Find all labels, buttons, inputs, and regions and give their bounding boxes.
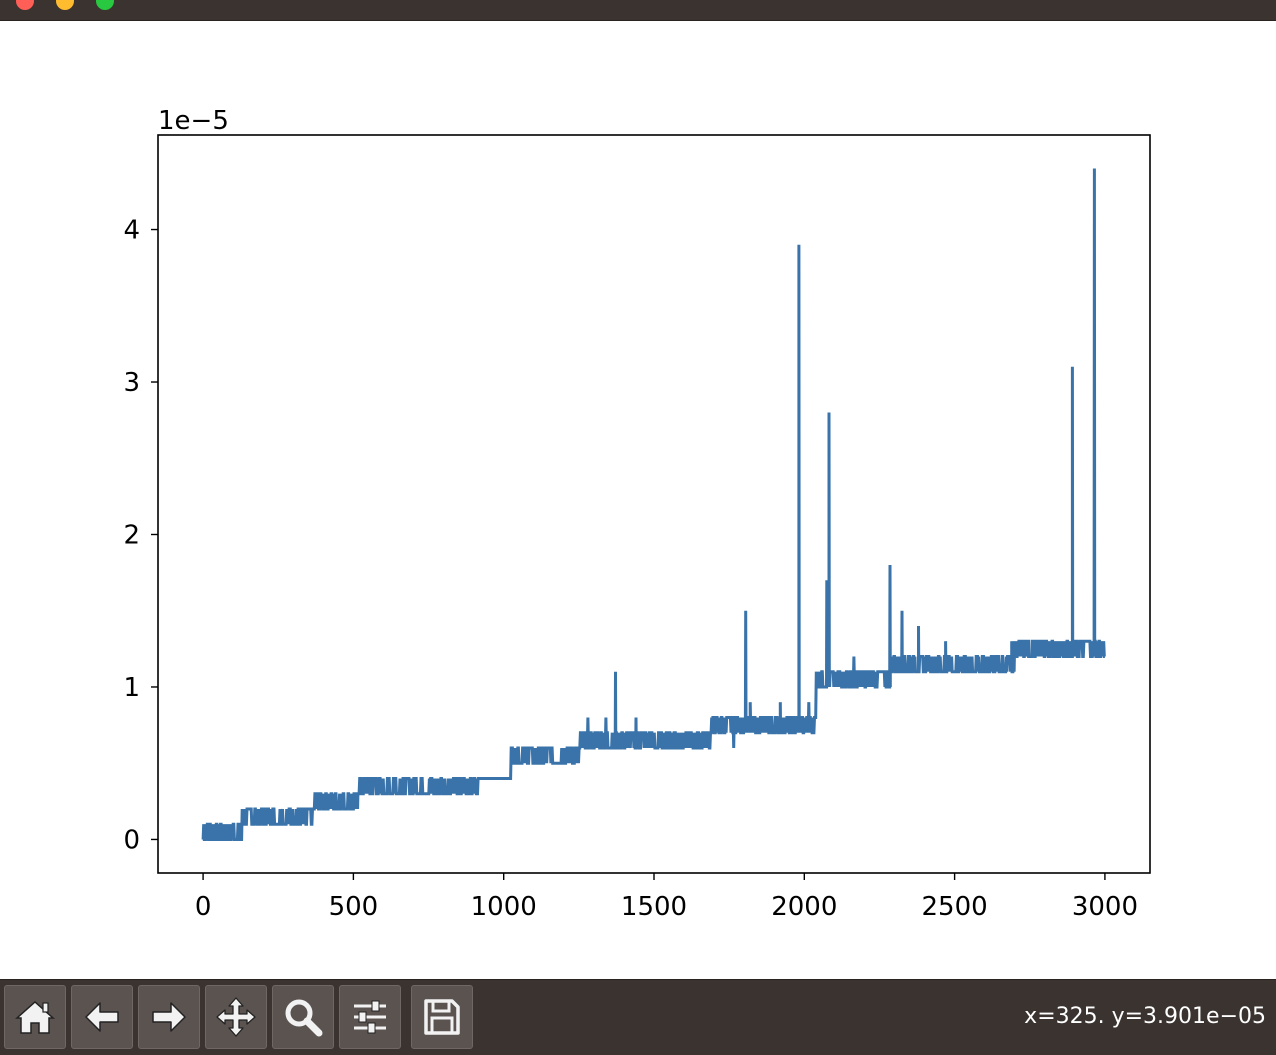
subplots-button[interactable]: [339, 985, 401, 1049]
magnifier-icon: [285, 999, 323, 1037]
back-button[interactable]: [71, 985, 133, 1049]
x-tick-label: 2000: [771, 892, 837, 922]
sliders-icon: [354, 1000, 386, 1034]
x-tick-label: 0: [195, 892, 212, 922]
y-tick-label: 3: [123, 368, 140, 398]
home-button[interactable]: [4, 985, 66, 1049]
y-tick-label: 2: [123, 520, 140, 550]
y-tick-label: 0: [123, 825, 140, 855]
x-tick-label: 1500: [621, 892, 687, 922]
minimize-window-button[interactable]: [56, 0, 74, 10]
forward-button[interactable]: [138, 985, 200, 1049]
maximize-window-button[interactable]: [96, 0, 114, 10]
home-icon: [15, 1000, 55, 1034]
save-button[interactable]: [411, 985, 473, 1049]
data-series-line: [201, 168, 1106, 841]
floppy-disk-icon: [424, 999, 460, 1035]
line-chart: 0 500 1000 1500 2000 2500 3000 0 1 2 3 4 1e−5: [123, 106, 1151, 922]
x-tick-label: 500: [329, 892, 379, 922]
pan-button[interactable]: [205, 985, 267, 1049]
x-tick-label: 2500: [922, 892, 988, 922]
move-icon: [216, 997, 256, 1037]
y-offset-label: 1e−5: [158, 106, 229, 136]
figure-canvas[interactable]: 0 500 1000 1500 2000 2500 3000 0 1 2 3 4 1e−5: [0, 21, 1276, 979]
window-titlebar: [0, 0, 1276, 21]
navigation-toolbar: x=325. y=3.901e−05: [0, 979, 1276, 1055]
y-tick-label: 1: [123, 673, 140, 703]
arrow-right-icon: [152, 1002, 186, 1032]
cursor-coordinates: x=325. y=3.901e−05: [1024, 1004, 1266, 1029]
arrow-left-icon: [85, 1002, 119, 1032]
axes-frame: [157, 134, 1151, 874]
x-tick-label: 1000: [471, 892, 537, 922]
x-tick-label: 3000: [1072, 892, 1138, 922]
zoom-button[interactable]: [272, 985, 334, 1049]
y-tick-label: 4: [123, 216, 140, 246]
close-window-button[interactable]: [16, 0, 34, 10]
window-title: [0, 0, 1276, 10]
